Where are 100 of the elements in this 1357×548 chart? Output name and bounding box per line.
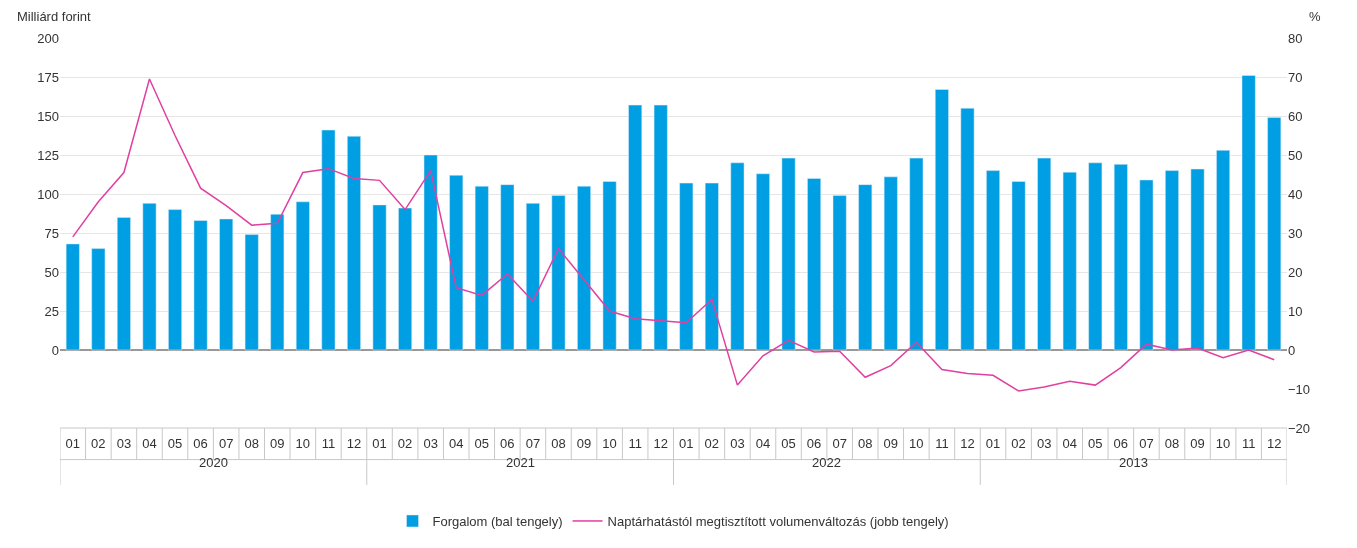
text: 2022 xyxy=(812,455,841,470)
x-tick-label: 01 xyxy=(65,436,81,451)
y2-tick-label: −20 xyxy=(1288,420,1311,436)
bar xyxy=(168,209,182,351)
bar xyxy=(500,184,515,351)
bar xyxy=(730,162,745,351)
x-tick-label: 09 xyxy=(883,436,899,451)
x-tick-label: 08 xyxy=(1164,436,1180,451)
x-tick-label: 12 xyxy=(1266,436,1282,451)
legend-label: Naptárhatástól megtisztított volumenváltozás (jobb tengely) xyxy=(607,514,949,530)
x-tick-label: 05 xyxy=(167,436,183,451)
y2-tick-label: −10 xyxy=(1288,381,1311,397)
x-tick-label: 01 xyxy=(985,436,1001,451)
y-tick-label: 125 xyxy=(37,147,59,163)
bar xyxy=(1216,150,1230,351)
y-axis-title: Milliárd forint xyxy=(17,9,92,24)
x-tick-label: 04 xyxy=(142,436,157,451)
bar xyxy=(807,178,821,351)
bar xyxy=(551,195,566,351)
bar xyxy=(193,220,208,351)
x-tick-label: 07 xyxy=(832,436,847,451)
bar xyxy=(295,201,310,351)
y-tick-label: 100 xyxy=(37,186,59,202)
bar xyxy=(653,104,668,351)
bar xyxy=(1037,157,1052,351)
x-tick-label: 12 xyxy=(346,436,362,451)
x-tick-label: 04 xyxy=(1062,436,1077,451)
x-tick-label: 09 xyxy=(1190,436,1205,451)
y2-tick-label: 70 xyxy=(1288,69,1303,85)
y2-tick-label: 60 xyxy=(1288,108,1303,124)
y-tick-label: 0 xyxy=(51,342,59,358)
x-tick-label: 03 xyxy=(116,436,132,451)
line-series xyxy=(72,78,1275,392)
x-tick-label: 12 xyxy=(653,436,668,451)
y-tick-label: 150 xyxy=(37,108,59,124)
bar xyxy=(883,176,898,351)
bar xyxy=(909,157,924,351)
y-tick-label: 175 xyxy=(37,69,59,85)
bar xyxy=(1113,164,1128,351)
bar xyxy=(986,170,1000,351)
text: 2020 xyxy=(199,455,228,470)
bar xyxy=(372,204,387,351)
y2-tick-label: 40 xyxy=(1288,186,1303,202)
bar xyxy=(270,214,285,351)
bar xyxy=(679,182,694,351)
x-tick-label: 04 xyxy=(755,436,771,451)
y2-tick-label: 50 xyxy=(1288,147,1303,163)
bar xyxy=(935,89,949,351)
x-tick-label: 10 xyxy=(1215,436,1231,451)
bar xyxy=(1139,179,1154,351)
bar xyxy=(1011,181,1026,351)
bar xyxy=(65,243,80,351)
x-tick-label: 10 xyxy=(909,436,924,451)
x-tick-label: 06 xyxy=(500,436,515,451)
x-tick-label: 07 xyxy=(1139,436,1154,451)
y2-tick-label: 0 xyxy=(1288,342,1296,358)
x-tick-label: 11 xyxy=(321,436,336,451)
bar xyxy=(858,184,873,351)
x-tick-label: 01 xyxy=(679,436,694,451)
x-tick-label: 01 xyxy=(372,436,387,451)
x-tick-label: 02 xyxy=(91,436,106,451)
bar xyxy=(117,217,131,351)
x-tick-label: 06 xyxy=(806,436,822,451)
x-tick-label: 03 xyxy=(423,436,438,451)
bar xyxy=(474,185,489,351)
x-tick-label: 07 xyxy=(218,436,234,451)
x-tick-label: 08 xyxy=(857,436,873,451)
bar xyxy=(704,182,719,351)
x-tick-label: 05 xyxy=(781,436,796,451)
legend-label: Forgalom (bal tengely) xyxy=(432,514,563,530)
y2-tick-label: 10 xyxy=(1288,303,1303,319)
x-tick-label: 05 xyxy=(474,436,490,451)
bar xyxy=(321,129,336,351)
x-tick-label: 02 xyxy=(397,436,413,451)
bar xyxy=(628,104,643,351)
bar xyxy=(602,181,617,351)
bar xyxy=(832,195,847,351)
x-tick-label: 03 xyxy=(1036,436,1052,451)
y-tick-label: 25 xyxy=(44,303,59,319)
bar xyxy=(960,107,975,351)
bar xyxy=(244,234,259,351)
bar xyxy=(423,154,438,351)
x-tick-label: 03 xyxy=(730,436,745,451)
bar xyxy=(1062,171,1077,351)
text: 2021 xyxy=(506,455,535,470)
x-tick-label: 11 xyxy=(1241,436,1256,451)
x-tick-label: 04 xyxy=(448,436,464,451)
y2-tick-label: 30 xyxy=(1288,225,1303,241)
y-tick-label: 200 xyxy=(37,30,59,46)
x-tick-label: 06 xyxy=(193,436,208,451)
x-tick-label: 08 xyxy=(551,436,566,451)
x-tick-label: 10 xyxy=(295,436,311,451)
bar xyxy=(756,173,770,351)
y-tick-label: 75 xyxy=(44,225,59,241)
bar xyxy=(347,136,361,351)
bar xyxy=(781,157,796,351)
bar xyxy=(91,248,106,351)
x-tick-label: 08 xyxy=(244,436,259,451)
bar xyxy=(1088,162,1103,351)
y2-tick-label: 80 xyxy=(1288,30,1303,46)
